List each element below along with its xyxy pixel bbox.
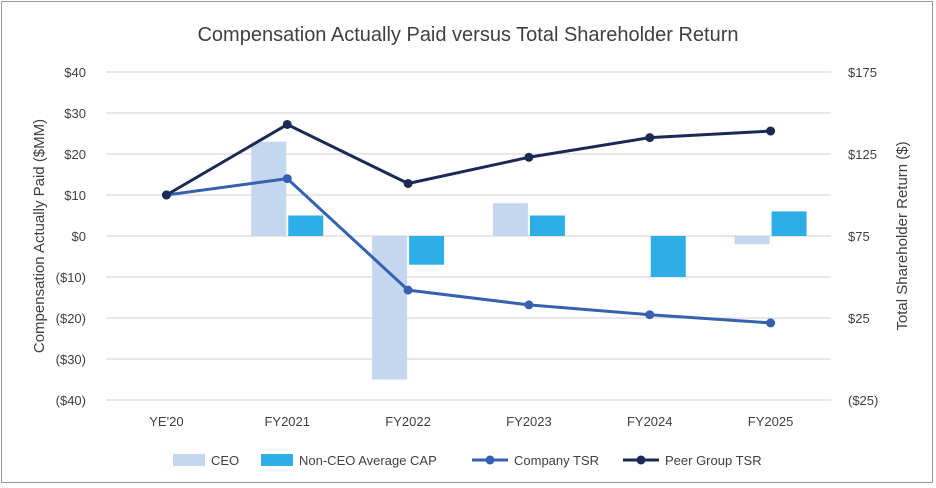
company-tsr-point-5 xyxy=(766,318,776,328)
bar-non-ceo-4 xyxy=(650,236,686,277)
bar-ceo-1 xyxy=(251,141,287,236)
legend-non-ceo-label: Non-CEO Average CAP xyxy=(299,453,437,468)
bar-non-ceo-2 xyxy=(409,236,445,265)
bar-ceo-3 xyxy=(492,203,528,236)
peer-tsr-point-4 xyxy=(645,133,655,143)
legend-peer-tsr-marker xyxy=(636,455,646,465)
left-tick-label: $30 xyxy=(64,106,86,121)
legend-company-tsr-marker xyxy=(485,455,495,465)
right-axis-title: Total Shareholder Return ($) xyxy=(894,141,911,330)
company-tsr-point-4 xyxy=(645,310,655,320)
bar-non-ceo-3 xyxy=(529,215,565,236)
company-tsr-point-2 xyxy=(403,285,413,295)
legend-peer-tsr-label: Peer Group TSR xyxy=(665,453,762,468)
company-tsr-point-3 xyxy=(524,300,534,310)
bar-ceo-2 xyxy=(372,236,408,380)
legend-company-tsr-label: Company TSR xyxy=(514,453,599,468)
left-tick-label: ($30) xyxy=(56,352,86,367)
company-tsr-point-1 xyxy=(282,174,292,184)
company-tsr-line xyxy=(166,177,771,325)
x-tick-label: FY2023 xyxy=(506,414,552,429)
bar-non-ceo-1 xyxy=(288,215,324,236)
legend-non-ceo-swatch xyxy=(261,454,293,466)
x-tick-label: FY2024 xyxy=(627,414,673,429)
x-tick-label: YE'20 xyxy=(149,414,183,429)
x-tick-label: FY2022 xyxy=(385,414,431,429)
peer-tsr-point-1 xyxy=(282,119,292,129)
left-tick-label: $0 xyxy=(72,229,86,244)
x-tick-label: FY2021 xyxy=(264,414,310,429)
right-tick-label: $175 xyxy=(848,65,877,80)
left-tick-label: ($10) xyxy=(56,270,86,285)
left-tick-label: $20 xyxy=(64,147,86,162)
legend-ceo-swatch xyxy=(173,454,205,466)
legend-ceo-label: CEO xyxy=(211,453,239,468)
peer-tsr-point-3 xyxy=(524,152,534,162)
bar-ceo-4 xyxy=(613,236,649,237)
left-tick-label: $10 xyxy=(64,188,86,203)
peer-tsr-line xyxy=(165,122,771,197)
right-tick-label: ($25) xyxy=(848,393,878,408)
peer-tsr-point-0 xyxy=(161,190,171,200)
chart-title: Compensation Actually Paid versus Total … xyxy=(197,24,738,46)
x-tick-label: FY2025 xyxy=(748,414,794,429)
left-tick-label: $40 xyxy=(64,65,86,80)
peer-tsr-point-2 xyxy=(403,179,413,189)
bar-non-ceo-5 xyxy=(771,211,807,236)
peer-tsr-point-5 xyxy=(766,126,776,136)
bar-ceo-5 xyxy=(734,236,770,245)
left-tick-label: ($40) xyxy=(56,393,86,408)
left-axis-title: Compensation Actually Paid ($MM) xyxy=(31,119,48,353)
right-tick-label: $75 xyxy=(848,229,870,244)
left-tick-label: ($20) xyxy=(56,311,86,326)
right-tick-label: $125 xyxy=(848,147,877,162)
right-tick-label: $25 xyxy=(848,311,870,326)
